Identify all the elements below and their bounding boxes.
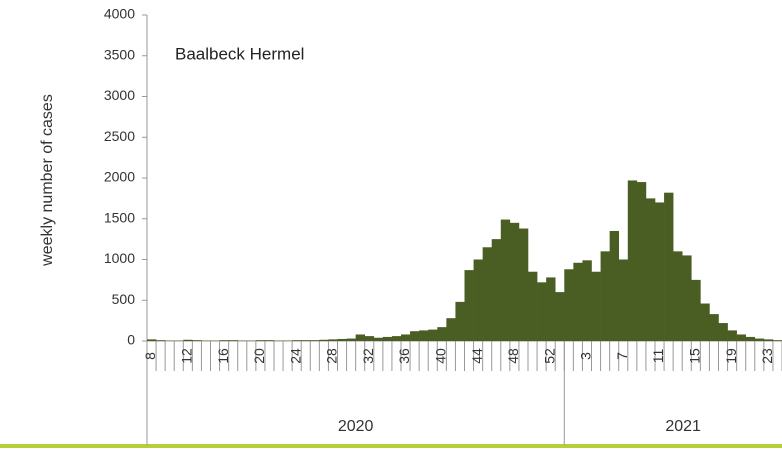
bar — [700, 303, 710, 341]
y-tick-label: 3000 — [104, 87, 135, 103]
bar — [419, 330, 429, 341]
bar — [727, 330, 737, 341]
annotation: Baalbeck Hermel — [175, 44, 304, 63]
bar — [337, 338, 347, 341]
x-tick-label: 28 — [324, 348, 340, 364]
group-label: 2020 — [338, 418, 374, 435]
bar — [609, 230, 620, 341]
bar — [364, 336, 375, 341]
bar — [645, 198, 656, 341]
bar — [264, 340, 275, 341]
bar — [528, 271, 538, 341]
bar — [491, 239, 502, 341]
y-axis-label: weekly number of cases — [39, 94, 56, 267]
bar — [292, 340, 302, 341]
bar — [464, 270, 474, 341]
bar — [183, 339, 193, 341]
bar — [555, 292, 565, 341]
group-label: 2021 — [665, 418, 701, 435]
bar — [763, 339, 774, 341]
x-tick-label: 23 — [759, 348, 775, 364]
bar — [564, 269, 574, 341]
bar — [772, 340, 782, 341]
x-tick-label: 40 — [433, 348, 449, 364]
bar — [228, 340, 239, 341]
x-tick-label: 48 — [505, 348, 521, 364]
x-tick-label: 8 — [142, 352, 158, 360]
bar — [147, 339, 157, 341]
bar — [691, 279, 701, 341]
bar — [391, 336, 402, 341]
bar — [736, 334, 747, 341]
bar — [636, 182, 647, 341]
y-tick-label: 0 — [127, 332, 135, 348]
bar — [573, 262, 583, 341]
bar — [600, 251, 610, 341]
y-tick-label: 4000 — [104, 6, 135, 22]
bar — [518, 228, 529, 341]
y-tick-label: 3500 — [104, 46, 135, 62]
bar — [401, 334, 411, 341]
x-tick-label: 3 — [578, 352, 594, 360]
bar — [509, 222, 520, 341]
x-tick-label: 15 — [687, 348, 703, 364]
bar — [709, 314, 719, 341]
bar — [428, 329, 438, 341]
bar — [655, 202, 665, 341]
bar — [482, 247, 493, 341]
bar — [255, 340, 266, 341]
bar — [546, 277, 556, 341]
bar — [618, 259, 629, 341]
bar — [373, 337, 384, 341]
x-tick-label: 19 — [723, 348, 739, 364]
bar — [346, 338, 356, 341]
bar — [682, 255, 692, 341]
bar — [310, 340, 320, 341]
bar — [192, 340, 202, 341]
bar — [500, 219, 511, 341]
y-tick-label: 1500 — [104, 209, 135, 225]
bar — [582, 260, 592, 341]
x-tick-label: 20 — [251, 348, 267, 364]
bar — [382, 336, 393, 341]
bar — [437, 327, 447, 341]
x-tick-label: 36 — [396, 348, 412, 364]
bar — [745, 336, 756, 341]
bar — [156, 340, 166, 341]
y-tick-label: 1000 — [104, 250, 135, 266]
x-tick-label: 11 — [650, 349, 666, 364]
y-tick-label: 2500 — [104, 128, 135, 144]
bar — [410, 331, 420, 341]
bar — [537, 282, 547, 341]
bar — [664, 192, 674, 341]
x-tick-label: 7 — [614, 352, 630, 360]
bar — [219, 340, 229, 341]
x-tick-label: 44 — [469, 348, 485, 364]
x-tick-label: 24 — [287, 348, 303, 364]
bar — [673, 251, 683, 341]
bar — [455, 301, 465, 341]
bar — [446, 318, 456, 341]
bar — [473, 259, 483, 341]
y-tick-label: 500 — [112, 291, 136, 307]
bar — [328, 339, 338, 341]
bar — [355, 334, 366, 341]
x-tick-label: 52 — [541, 348, 557, 364]
x-tick-label: 32 — [360, 348, 376, 364]
bar — [754, 338, 765, 341]
bar — [591, 271, 601, 341]
bar — [627, 180, 638, 341]
bar — [718, 323, 728, 341]
bar — [301, 340, 311, 341]
x-tick-label: 16 — [215, 348, 231, 364]
bar — [319, 339, 329, 341]
y-tick-label: 2000 — [104, 169, 135, 185]
x-tick-label: 12 — [179, 348, 195, 364]
